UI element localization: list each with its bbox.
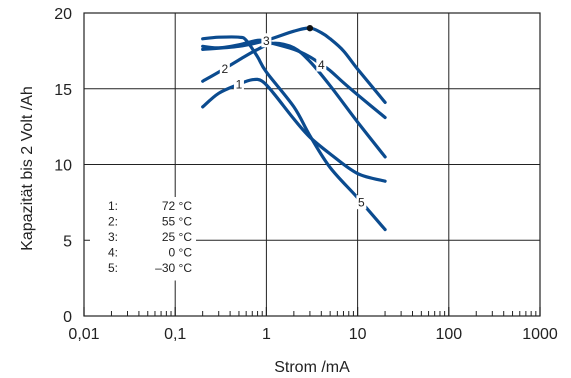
legend-entry: 55 °C — [162, 215, 192, 229]
series-line-5 — [201, 35, 387, 232]
x-axis-label: Strom /mA — [274, 359, 350, 376]
legend: 1: 72 °C 2: 55 °C 3: 25 °C 4: 0 °C 5: –30 °C — [90, 197, 196, 281]
legend-entry: 0 °C — [169, 246, 193, 260]
y-axis-label: Kapazität bis 2 Volt /Ah — [19, 86, 36, 251]
y-tick-label: 0 — [63, 309, 72, 326]
legend-entry: –30 °C — [155, 261, 192, 275]
legend-key: 1: — [108, 199, 118, 213]
curve-label-bg — [261, 33, 272, 48]
x-tick-label: 0,01 — [68, 326, 99, 343]
x-minor-ticks — [110, 311, 537, 316]
y-tick-label: 10 — [54, 158, 72, 175]
curve-label-5: 5 — [358, 196, 365, 210]
series-line-1 — [201, 77, 387, 183]
plot-frame — [83, 12, 541, 317]
y-tick-label: 20 — [54, 6, 72, 23]
legend-key: 3: — [108, 230, 118, 244]
curve-label-3: 3 — [263, 34, 270, 48]
legend-key: 2: — [108, 215, 118, 229]
curve-label-bg — [316, 57, 327, 72]
curve-label-2: 2 — [221, 62, 228, 76]
curve-label-bg — [219, 61, 230, 76]
curve-label-bg — [356, 195, 367, 210]
x-tick-label: 10 — [349, 326, 367, 343]
series-line-3 — [201, 26, 387, 104]
curve-labels: 12 3 4 5 — [219, 24, 367, 210]
legend-entry: 25 °C — [162, 230, 192, 244]
x-tick-label: 1 — [262, 326, 271, 343]
legend-key: 5: — [108, 261, 118, 275]
y-tick-label: 15 — [54, 82, 72, 99]
legend-background — [90, 197, 196, 281]
x-tick-label: 0,1 — [164, 326, 186, 343]
y-tick-label: 5 — [63, 233, 72, 250]
curve-label-1: 1 — [236, 78, 243, 92]
series-line-4 — [201, 38, 387, 120]
legend-key: 4: — [108, 246, 118, 260]
peak-marker — [306, 24, 314, 32]
legend-entry: 72 °C — [162, 199, 192, 213]
curve-label-bg — [233, 77, 244, 92]
curve-label-4: 4 — [318, 58, 325, 72]
x-tick-label: 100 — [435, 326, 462, 343]
x-tick-label: 1000 — [522, 326, 558, 343]
